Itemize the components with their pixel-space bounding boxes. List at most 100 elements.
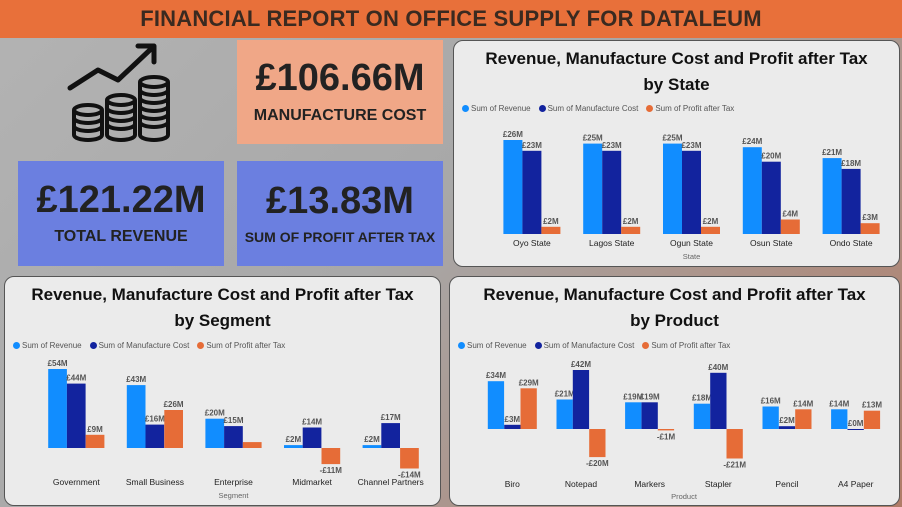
chart-title: Revenue, Manufacture Cost and Profit aft… (483, 285, 866, 304)
legend-item-profit[interactable]: Sum of Profit after Tax (642, 341, 730, 350)
data-label: £40M (708, 363, 728, 372)
category-label: Midmarket (292, 477, 332, 487)
bar-revenue[interactable] (663, 143, 682, 234)
kpi-total-revenue: £121.22M TOTAL REVENUE (18, 161, 224, 266)
bar-profit[interactable] (780, 219, 800, 235)
bar-manufacture[interactable] (761, 161, 781, 234)
bar-manufacture[interactable] (841, 168, 861, 234)
bar-profit[interactable] (321, 448, 341, 465)
legend-label: Sum of Revenue (471, 104, 531, 113)
bar-revenue[interactable] (583, 143, 603, 234)
bar-profit[interactable] (726, 429, 743, 459)
data-label: £20M (761, 152, 781, 161)
data-label: £4M (783, 210, 799, 219)
bar-revenue[interactable] (822, 158, 842, 234)
data-label: £0M (848, 419, 864, 428)
legend-item-manufacture[interactable]: Sum of Manufacture Cost (538, 104, 638, 113)
legend-item-revenue[interactable]: Sum of Revenue (462, 104, 531, 113)
x-axis-title: Segment (218, 491, 249, 500)
data-label: £2M (286, 435, 302, 444)
kpi-value: £13.83M (266, 179, 414, 222)
bar-revenue[interactable] (48, 369, 67, 448)
report-title: FINANCIAL REPORT ON OFFICE SUPPLY FOR DA… (140, 6, 762, 31)
bar-revenue[interactable] (556, 399, 573, 430)
bar-profit[interactable] (860, 223, 880, 234)
data-label: £25M (662, 134, 682, 143)
bar-manufacture[interactable] (602, 150, 622, 234)
bar-profit[interactable] (589, 429, 606, 458)
bar-manufacture[interactable] (66, 383, 86, 448)
legend-marker (462, 105, 469, 112)
data-label: £16M (761, 397, 781, 406)
bar-profit[interactable] (701, 226, 720, 234)
bar-revenue[interactable] (742, 147, 762, 234)
category-label: A4 Paper (838, 479, 874, 489)
data-label: £42M (571, 360, 591, 369)
bar-profit[interactable] (621, 226, 641, 234)
bar-profit[interactable] (541, 226, 561, 234)
data-label: £14M (793, 399, 813, 408)
bar-profit[interactable] (657, 429, 675, 431)
data-label: -£20M (586, 459, 609, 468)
bar-revenue[interactable] (205, 418, 225, 448)
data-label: £21M (555, 390, 575, 399)
bar-manufacture[interactable] (145, 424, 165, 448)
chart-title: Revenue, Manufacture Cost and Profit aft… (31, 285, 414, 304)
bar-manufacture[interactable] (682, 150, 701, 234)
bar-profit[interactable] (400, 448, 419, 469)
category-label: Government (53, 477, 100, 487)
legend-label: Sum of Revenue (467, 341, 527, 350)
bar-profit[interactable] (520, 388, 537, 429)
bar-manufacture[interactable] (710, 372, 727, 429)
bar-manufacture[interactable] (778, 426, 796, 429)
data-label: £13M (862, 401, 882, 410)
bar-revenue[interactable] (126, 385, 146, 448)
legend-label: Sum of Profit after Tax (655, 104, 735, 113)
bar-manufacture[interactable] (381, 423, 400, 448)
bar-manufacture[interactable] (224, 426, 243, 448)
bar-revenue[interactable] (362, 445, 382, 448)
category-label: Ondo State (830, 238, 873, 248)
data-label: £3M (862, 213, 878, 222)
data-label: £2M (543, 217, 559, 226)
bar-revenue[interactable] (762, 406, 779, 430)
category-label: Lagos State (589, 238, 635, 248)
bar-manufacture[interactable] (522, 150, 542, 234)
bar-revenue[interactable] (487, 381, 505, 429)
data-label: £2M (623, 217, 639, 226)
bar-revenue[interactable] (831, 409, 848, 429)
bar-revenue[interactable] (284, 445, 303, 448)
legend-label: Sum of Manufacture Cost (543, 341, 635, 350)
chart-panel-state[interactable]: Revenue, Manufacture Cost and Profit aft… (453, 40, 900, 267)
bar-manufacture[interactable] (641, 402, 658, 429)
legend-item-revenue[interactable]: Sum of Revenue (458, 341, 527, 350)
bar-profit[interactable] (863, 410, 881, 429)
bar-profit[interactable] (164, 410, 183, 448)
legend-label: Sum of Profit after Tax (651, 341, 731, 350)
legend-item-manufacture[interactable]: Sum of Manufacture Cost (534, 341, 635, 350)
bar-manufacture[interactable] (302, 427, 322, 449)
chart-legend: Sum of Revenue Sum of Manufacture Cost S… (458, 341, 730, 350)
bar-revenue[interactable] (693, 403, 711, 429)
legend-item-manufacture[interactable]: Sum of Manufacture Cost (89, 341, 189, 350)
bar-profit[interactable] (85, 434, 105, 448)
category-label: Ogun State (670, 238, 713, 248)
legend-item-revenue[interactable]: Sum of Revenue (13, 341, 82, 350)
bar-revenue[interactable] (503, 140, 523, 234)
bar-manufacture[interactable] (504, 424, 521, 429)
bar-manufacture[interactable] (572, 370, 590, 429)
legend-marker (458, 342, 465, 349)
data-label: £43M (126, 375, 146, 384)
legend-item-profit[interactable]: Sum of Profit after Tax (197, 341, 285, 350)
category-label: Osun State (750, 238, 793, 248)
data-label: £23M (522, 141, 542, 150)
legend-item-profit[interactable]: Sum of Profit after Tax (646, 104, 734, 113)
chart-panel-product[interactable]: Revenue, Manufacture Cost and Profit aft… (449, 276, 900, 506)
data-label: £19M (623, 392, 643, 401)
chart-legend: Sum of Revenue Sum of Manufacture Cost S… (13, 341, 285, 350)
bar-revenue[interactable] (625, 402, 642, 429)
bar-profit[interactable] (795, 409, 812, 429)
bar-manufacture[interactable] (847, 429, 864, 430)
chart-panel-segment[interactable]: Revenue, Manufacture Cost and Profit aft… (4, 276, 441, 506)
bar-profit[interactable] (242, 442, 262, 448)
